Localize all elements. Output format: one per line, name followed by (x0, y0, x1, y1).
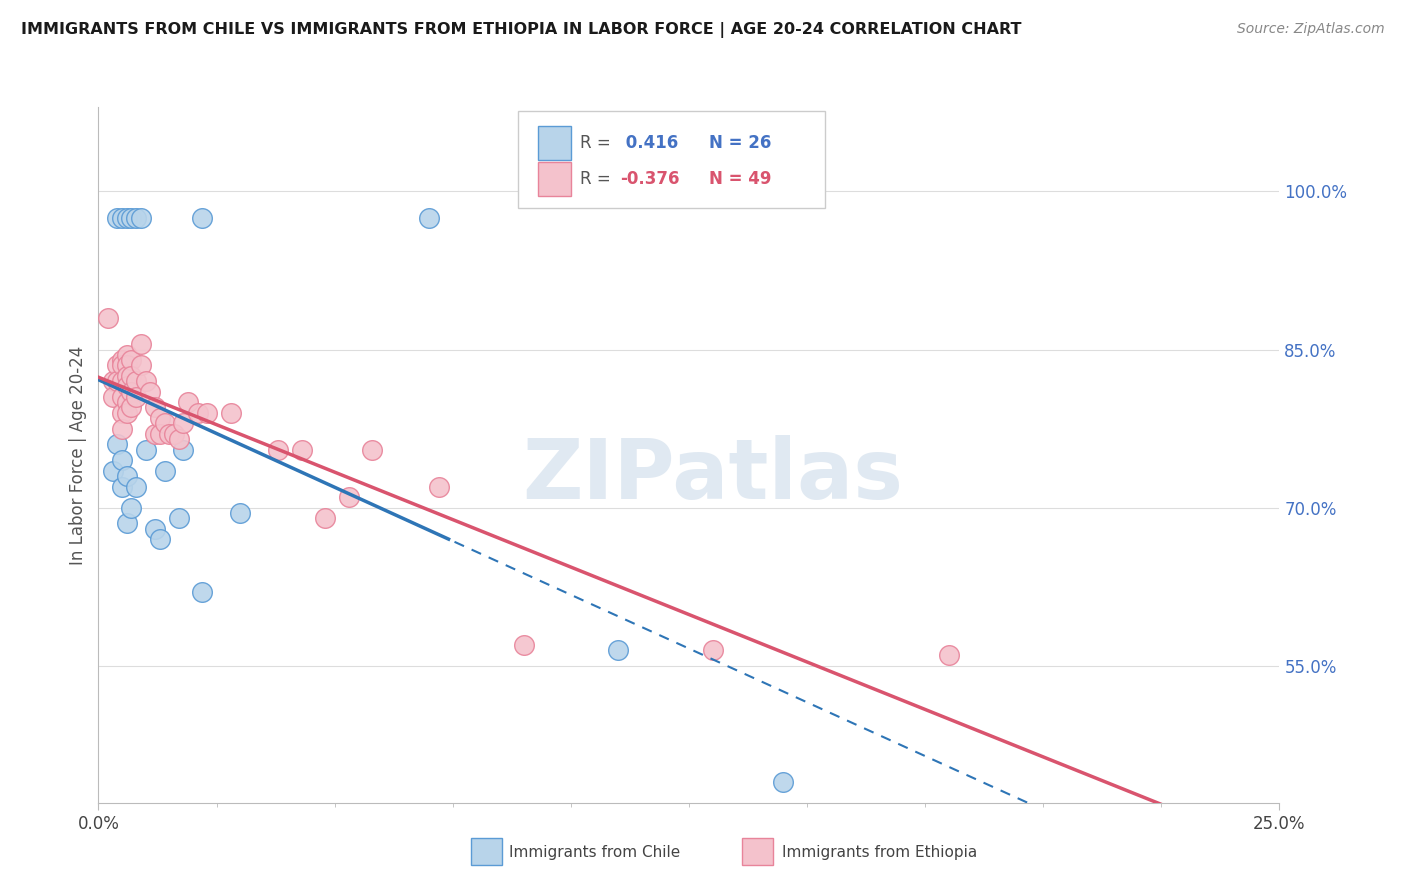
Text: R =: R = (581, 134, 616, 152)
Text: 0.416: 0.416 (620, 134, 679, 152)
Point (418, 211, 440, 225)
Point (115, 395, 138, 409)
Text: IMMIGRANTS FROM CHILE VS IMMIGRANTS FROM ETHIOPIA IN LABOR FORCE | AGE 20-24 COR: IMMIGRANTS FROM CHILE VS IMMIGRANTS FROM… (21, 22, 1022, 38)
Point (125, 374, 148, 388)
Point (105, 359, 128, 373)
Point (105, 211, 128, 225)
Point (101, 390, 124, 404)
Point (129, 211, 152, 225)
FancyBboxPatch shape (537, 127, 571, 160)
Point (101, 464, 124, 478)
Point (149, 426, 172, 441)
Point (143, 522, 166, 536)
Point (177, 395, 200, 409)
Point (121, 384, 143, 399)
Y-axis label: In Labor Force | Age 20-24: In Labor Force | Age 20-24 (69, 345, 87, 565)
Point (125, 211, 148, 225)
Text: ZIPatlas: ZIPatlas (522, 435, 903, 516)
Point (111, 211, 134, 225)
Point (97, 310, 120, 325)
Point (115, 211, 138, 225)
Point (111, 359, 134, 373)
Point (111, 353, 134, 368)
Text: N = 26: N = 26 (709, 134, 772, 152)
Point (111, 479, 134, 493)
Text: Immigrants from Ethiopia: Immigrants from Ethiopia (782, 846, 977, 860)
Point (121, 401, 143, 415)
Point (267, 442, 290, 457)
Point (121, 353, 143, 368)
Point (105, 374, 128, 388)
Point (772, 774, 794, 789)
Point (115, 348, 138, 362)
Point (129, 337, 152, 351)
FancyBboxPatch shape (537, 162, 571, 196)
Point (125, 479, 148, 493)
FancyBboxPatch shape (517, 111, 825, 208)
Point (111, 421, 134, 435)
Point (135, 374, 157, 388)
Point (149, 533, 172, 547)
Point (191, 585, 214, 599)
Point (229, 506, 252, 520)
Point (172, 417, 194, 431)
Point (115, 469, 138, 483)
Point (153, 464, 176, 478)
Point (187, 406, 209, 420)
Point (149, 411, 172, 425)
Point (121, 211, 143, 225)
Point (135, 442, 157, 457)
Point (129, 359, 152, 373)
Point (115, 406, 138, 420)
Point (143, 401, 166, 415)
Point (115, 359, 138, 373)
Point (195, 406, 218, 420)
Point (105, 437, 128, 451)
Point (111, 453, 134, 467)
Point (115, 516, 138, 531)
Text: R =: R = (581, 170, 616, 188)
Point (111, 390, 134, 404)
Point (143, 426, 166, 441)
Text: -0.376: -0.376 (620, 170, 681, 188)
Point (191, 211, 214, 225)
Point (607, 643, 630, 657)
Point (153, 417, 176, 431)
Point (121, 500, 143, 515)
Point (115, 379, 138, 393)
Text: Source: ZipAtlas.com: Source: ZipAtlas.com (1237, 22, 1385, 37)
Point (163, 426, 186, 441)
Text: Immigrants from Chile: Immigrants from Chile (509, 846, 681, 860)
Point (115, 368, 138, 383)
Text: N = 49: N = 49 (709, 170, 772, 188)
Point (125, 390, 148, 404)
Point (167, 511, 190, 525)
Point (361, 442, 384, 457)
Point (172, 442, 194, 457)
Point (314, 511, 336, 525)
Point (139, 384, 162, 399)
Point (111, 406, 134, 420)
Point (512, 638, 534, 652)
Point (219, 406, 242, 420)
Point (121, 368, 143, 383)
Point (702, 643, 724, 657)
Point (427, 479, 450, 493)
Point (101, 374, 124, 388)
Point (157, 426, 180, 441)
Point (337, 490, 360, 504)
Point (290, 442, 312, 457)
Point (167, 432, 190, 446)
Point (938, 648, 960, 663)
Point (111, 374, 134, 388)
